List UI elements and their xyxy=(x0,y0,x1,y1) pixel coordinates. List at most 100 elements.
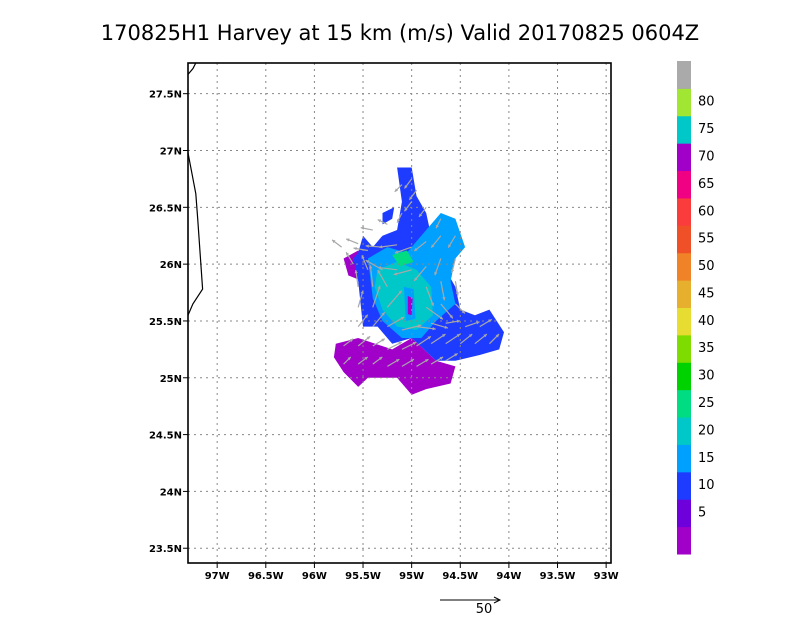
wind-vector xyxy=(343,356,352,365)
wind-vector xyxy=(418,206,427,218)
wind-vector xyxy=(357,290,364,308)
wind-vector xyxy=(445,319,461,324)
colorbar-segment xyxy=(677,225,691,254)
coastline-segment xyxy=(188,152,204,316)
reference-vector: 50 xyxy=(440,596,502,617)
wind-vector xyxy=(386,290,403,308)
wind-vector xyxy=(425,306,444,320)
wind-vector xyxy=(357,356,369,365)
wind-vector xyxy=(479,318,493,328)
wind-vector xyxy=(357,314,369,328)
colorbar-label: 50 xyxy=(698,259,715,274)
y-tick-label: 26N xyxy=(160,260,182,271)
colorbar-segment xyxy=(677,143,691,172)
wind-vector xyxy=(435,218,442,229)
wind-vector xyxy=(459,333,473,345)
wind-vector xyxy=(401,358,415,367)
wind-vector xyxy=(401,341,417,350)
wind-vector xyxy=(345,251,354,265)
x-tick-label: 93W xyxy=(594,571,619,582)
colorbar-label: 65 xyxy=(698,177,715,192)
wind-vector xyxy=(345,238,359,245)
wind-vector xyxy=(416,335,432,347)
x-tick-label: 94W xyxy=(496,571,521,582)
colorbar-segment xyxy=(677,252,691,281)
colorbar-segment xyxy=(677,115,691,144)
colorbar-label: 10 xyxy=(698,478,715,493)
wind-vector xyxy=(354,269,359,287)
wind-vector xyxy=(454,303,466,314)
colorbar-label: 25 xyxy=(698,396,715,411)
y-tick-label: 25.5N xyxy=(149,317,182,328)
colorbar-segment xyxy=(677,307,691,336)
colorbar-segment xyxy=(677,417,691,445)
wind-vector xyxy=(430,235,442,249)
colorbar-label: 40 xyxy=(698,314,715,329)
wind-vector xyxy=(394,246,412,254)
reference-vector-label: 50 xyxy=(476,602,493,617)
wind-vector xyxy=(387,358,400,367)
x-tick-label: 95W xyxy=(399,571,424,582)
y-tick-label: 24N xyxy=(160,487,182,498)
colorbar-label: 20 xyxy=(698,423,715,438)
y-tick-label: 26.5N xyxy=(149,203,182,214)
wind-vector xyxy=(403,178,413,189)
wind-vector xyxy=(372,338,386,347)
x-tick-label: 95.5W xyxy=(345,571,381,582)
y-tick-label: 23.5N xyxy=(149,544,182,555)
wind-vector xyxy=(454,281,459,296)
coastline xyxy=(188,63,204,316)
wind-vector xyxy=(372,356,383,365)
y-tick-label: 24.5N xyxy=(149,431,182,442)
coastline-segment xyxy=(188,63,197,75)
colorbar-segment xyxy=(677,471,691,500)
colorbar-label: 15 xyxy=(698,451,715,466)
wind-vector xyxy=(434,258,442,276)
y-axis-ticks: 23.5N 24N 24.5N 25N 25.5N 26N 26.5N 27N 27.5N xyxy=(149,90,188,555)
colorbar-segment xyxy=(677,88,691,117)
colorbar-segment xyxy=(677,197,691,226)
colorbar-label: 5 xyxy=(698,506,706,521)
wind-vector xyxy=(416,326,436,331)
reference-arrowhead xyxy=(493,596,502,604)
colorbar-segment xyxy=(677,170,691,199)
x-tick-label: 96.5W xyxy=(248,571,284,582)
wind-vector xyxy=(361,255,369,271)
colorbar-segment xyxy=(677,362,691,391)
wind-vector xyxy=(413,266,427,282)
wind-vector xyxy=(430,322,449,329)
wind-vector xyxy=(372,311,386,328)
colorbar-label: 70 xyxy=(698,149,715,164)
wind-vector xyxy=(393,269,412,276)
wind-region-10-4 xyxy=(382,207,395,225)
wind-vector xyxy=(377,269,388,288)
colorbar-label: 75 xyxy=(698,122,715,137)
colorbar-label: 45 xyxy=(698,286,715,301)
wind-vector xyxy=(464,321,480,328)
wind-vector xyxy=(403,201,413,212)
y-tick-label: 27N xyxy=(160,147,182,158)
x-tick-label: 94.5W xyxy=(442,571,478,582)
y-tick-label: 27.5N xyxy=(149,90,182,101)
x-tick-label: 93.5W xyxy=(540,571,576,582)
grid-lines xyxy=(188,63,611,563)
colorbar-segment xyxy=(677,389,691,418)
wind-vector xyxy=(360,226,373,231)
wind-vector xyxy=(408,189,417,201)
wind-vector xyxy=(394,184,403,193)
wind-vector xyxy=(430,356,444,365)
wind-vector xyxy=(357,335,371,347)
wind-vector xyxy=(413,240,427,252)
wind-vector xyxy=(396,212,403,223)
colorbar-label: 35 xyxy=(698,341,715,356)
wind-vector xyxy=(387,341,403,350)
wind-vector xyxy=(445,353,458,362)
wind-vector xyxy=(369,265,374,287)
colorbar-label: 55 xyxy=(698,232,715,247)
wind-vector xyxy=(378,244,398,249)
colorbar-segment xyxy=(677,334,691,363)
colorbar-label: 30 xyxy=(698,369,715,384)
wind-vector xyxy=(387,316,405,328)
wind-vector xyxy=(377,219,388,225)
colorbar-segment xyxy=(677,61,691,89)
